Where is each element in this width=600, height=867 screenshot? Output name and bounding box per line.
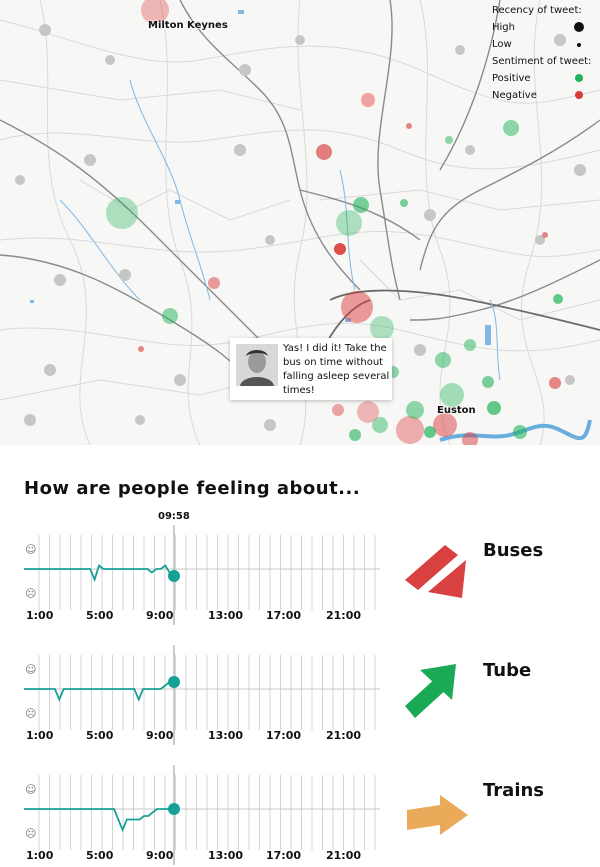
map-roads-layer — [0, 0, 600, 445]
x-tick-label: 21:00 — [326, 609, 361, 622]
trains-sentiment-panel: ☺ ☹ 1:00 5:00 9:00 13:00 17:00 21:00 Trains — [0, 765, 600, 865]
happy-face-icon: ☺ — [25, 663, 36, 676]
legend-sentiment-negative: Negative — [492, 87, 600, 104]
x-tick-label: 9:00 — [146, 849, 174, 862]
x-tick-label: 1:00 — [26, 849, 54, 862]
sad-face-icon: ☹ — [25, 827, 36, 840]
x-tick-label: 21:00 — [326, 729, 361, 742]
sentiment-line — [24, 563, 175, 583]
trains-label: Trains — [483, 780, 545, 801]
current-time-label: 09:58 — [158, 511, 190, 522]
x-tick-label: 13:00 — [208, 609, 243, 622]
tube-sentiment-chart: ☺ ☹ 1:00 5:00 9:00 13:00 17:00 21:00 — [24, 645, 456, 745]
x-tick-label: 13:00 — [208, 729, 243, 742]
legend-recency-title: Recency of tweet: — [492, 5, 582, 16]
place-label-milton-keynes: Milton Keynes — [148, 20, 228, 31]
map-legend: Recency of tweet: High Low Sentiment of … — [492, 2, 600, 104]
low-recency-dot-icon — [577, 43, 581, 47]
sad-face-icon: ☹ — [25, 587, 36, 600]
trend-right-arrow-icon — [407, 795, 468, 835]
current-sentiment-dot[interactable] — [168, 803, 180, 815]
tweet-map[interactable]: Milton Keynes Euston Recency of tweet: H… — [0, 0, 600, 445]
current-sentiment-dot[interactable] — [168, 676, 180, 688]
happy-face-icon: ☺ — [25, 783, 36, 796]
x-tick-label: 1:00 — [26, 729, 54, 742]
positive-dot-icon — [575, 74, 583, 82]
trend-down-arrow-icon — [405, 545, 466, 598]
sentiment-line — [24, 808, 174, 833]
x-tick-label: 5:00 — [86, 729, 114, 742]
high-recency-dot-icon — [574, 22, 584, 32]
tube-label: Tube — [483, 660, 532, 681]
legend-recency-low: Low — [492, 36, 600, 53]
tooltip-tweet-text: Yas! I did it! Take the bus on time with… — [283, 343, 390, 396]
happy-face-icon: ☺ — [25, 543, 36, 556]
x-tick-label: 5:00 — [86, 849, 114, 862]
tweet-tooltip: Yas! I did it! Take the bus on time with… — [230, 338, 392, 400]
buses-sentiment-panel: ☺ ☹ 1:00 5:00 9:00 13:00 17:00 21:00 Buses — [0, 525, 600, 625]
trend-up-arrow-icon — [405, 664, 456, 718]
legend-recency-high-label: High — [492, 22, 515, 33]
x-tick-label: 5:00 — [86, 609, 114, 622]
x-tick-label: 17:00 — [266, 849, 301, 862]
x-tick-label: 9:00 — [146, 729, 174, 742]
section-title: How are people feeling about... — [24, 478, 361, 499]
buses-label: Buses — [483, 540, 544, 561]
x-tick-label: 1:00 — [26, 609, 54, 622]
buses-sentiment-chart: ☺ ☹ 1:00 5:00 9:00 13:00 17:00 21:00 — [24, 525, 466, 625]
avatar — [236, 344, 278, 386]
negative-dot-icon — [575, 91, 583, 99]
trains-sentiment-chart: ☺ ☹ 1:00 5:00 9:00 13:00 17:00 21:00 — [24, 765, 468, 865]
tube-sentiment-panel: ☺ ☹ 1:00 5:00 9:00 13:00 17:00 21:00 Tube — [0, 645, 600, 745]
place-label-euston: Euston — [437, 405, 476, 416]
sentiment-line — [24, 681, 174, 702]
legend-sentiment-title: Sentiment of tweet: — [492, 56, 592, 67]
x-tick-label: 17:00 — [266, 729, 301, 742]
legend-recency-high: High — [492, 19, 600, 36]
x-tick-label: 21:00 — [326, 849, 361, 862]
x-tick-label: 17:00 — [266, 609, 301, 622]
legend-positive-label: Positive — [492, 73, 531, 84]
current-sentiment-dot[interactable] — [168, 570, 180, 582]
x-tick-label: 9:00 — [146, 609, 174, 622]
legend-sentiment-positive: Positive — [492, 70, 600, 87]
legend-negative-label: Negative — [492, 90, 537, 101]
legend-recency-low-label: Low — [492, 39, 512, 50]
x-tick-label: 13:00 — [208, 849, 243, 862]
sad-face-icon: ☹ — [25, 707, 36, 720]
person-avatar-icon — [236, 344, 278, 386]
